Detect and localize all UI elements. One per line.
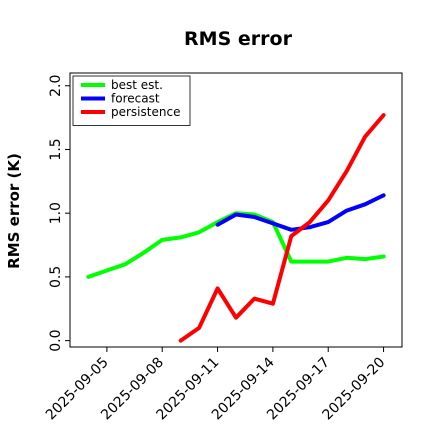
y-tick-label: 0.5 [48,266,64,288]
plot-series [86,113,386,343]
y-axis-ticks: 0.0 0.5 1.0 1.5 2.0 [48,75,70,352]
legend-label: best est. [111,78,163,92]
legend-label: persistence [111,105,180,119]
y-axis-label: RMS error (K) [5,153,23,269]
legend-label: forecast [111,92,160,106]
y-tick-label: 1.5 [48,138,64,160]
y-tick-label: 2.0 [48,75,64,97]
plot-frame [69,72,403,348]
chart-title: RMS error [184,28,293,50]
series-line-persistence [178,113,386,343]
x-axis-ticks: 2025-09-052025-09-082025-09-112025-09-14… [43,347,388,423]
series-line-best-est- [86,211,386,279]
y-tick-label: 0.0 [48,329,64,351]
y-tick-label: 1.0 [48,202,64,224]
